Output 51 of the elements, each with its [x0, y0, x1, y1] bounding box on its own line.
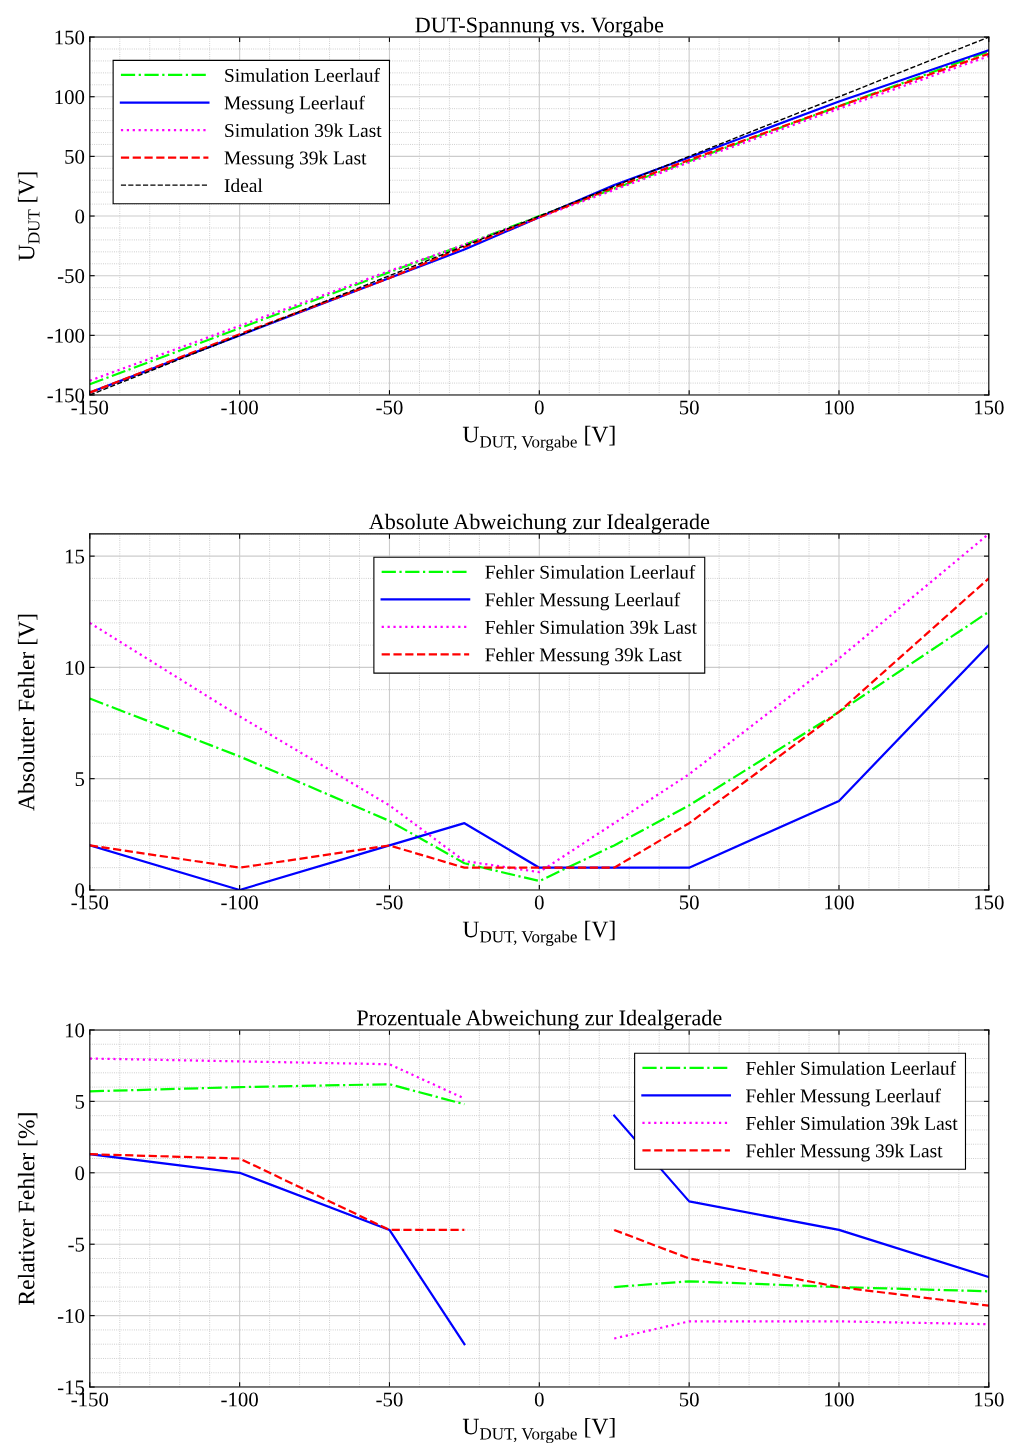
- y-tick-label: 100: [55, 90, 85, 105]
- x-tick-label: 0: [534, 895, 544, 910]
- legend-label: Fehler Messung Leerlauf: [485, 592, 681, 611]
- legend-label: Ideal: [224, 178, 263, 193]
- y-axis-title: UDUT [V]: [17, 172, 40, 261]
- y-tick-label: -10: [57, 1309, 85, 1324]
- y-axis-title: Relativer Fehler [%]: [17, 1113, 38, 1305]
- y-tick-label: 5: [75, 1094, 85, 1109]
- x-tick-label: 100: [825, 1392, 854, 1407]
- x-tick-label: 50: [679, 400, 699, 415]
- x-tick-label: 100: [825, 895, 854, 910]
- legend-label: Messung Leerlauf: [224, 95, 365, 114]
- y-tick-label: 5: [75, 772, 85, 787]
- y-tick-label: 150: [55, 30, 85, 45]
- x-tick-label: 100: [825, 400, 854, 415]
- x-tick-label: -50: [376, 895, 403, 910]
- x-tick-label: 0: [534, 1392, 544, 1407]
- y-tick-label: 10: [65, 660, 85, 675]
- y-tick-label: -100: [47, 328, 85, 343]
- legend-label: Messung 39k Last: [224, 150, 367, 169]
- x-tick-label: 50: [679, 895, 699, 910]
- legend-label: Simulation 39k Last: [225, 123, 382, 138]
- x-tick-label: 50: [679, 1392, 699, 1407]
- x-tick-label: -100: [221, 400, 258, 415]
- legend-label: Fehler Messung 39k Last: [746, 1143, 943, 1162]
- chart-title: Absolute Abweichung zur Idealgerade: [368, 513, 710, 534]
- x-tick-label: 150: [975, 895, 1004, 910]
- legend-label: Fehler Simulation Leerlauf: [485, 564, 696, 579]
- y-tick-label: -5: [68, 1237, 85, 1252]
- x-tick-label: -50: [376, 1392, 403, 1407]
- y-tick-label: 10: [65, 1023, 85, 1038]
- legend-label: Fehler Simulation 39k Last: [746, 1116, 958, 1130]
- x-tick-label: 0: [534, 400, 544, 415]
- legend-label: Simulation Leerlauf: [225, 68, 381, 82]
- y-tick-label: 0: [75, 209, 85, 224]
- x-tick-label: -100: [221, 895, 258, 910]
- chart-title: Prozentuale Abweichung zur Idealgerade: [357, 1009, 722, 1030]
- legend-label: Fehler Messung 39k Last: [485, 647, 682, 666]
- y-axis-title: Absoluter Fehler [V]: [17, 614, 38, 811]
- x-tick-label: -100: [221, 1392, 258, 1407]
- y-tick-label: 15: [65, 549, 85, 564]
- x-tick-label: 150: [975, 1392, 1004, 1407]
- legend-label: Fehler Messung Leerlauf: [746, 1088, 941, 1107]
- x-tick-label: 150: [975, 400, 1004, 415]
- chart-title: DUT-Spannung vs. Vorgabe: [415, 16, 664, 38]
- y-tick-label: 0: [75, 1166, 85, 1181]
- y-tick-label: 50: [65, 149, 85, 164]
- x-tick-label: -50: [376, 400, 403, 415]
- legend-label: Fehler Simulation Leerlauf: [746, 1060, 957, 1075]
- legend-label: Fehler Simulation 39k Last: [485, 620, 697, 634]
- y-tick-label: -50: [57, 269, 85, 284]
